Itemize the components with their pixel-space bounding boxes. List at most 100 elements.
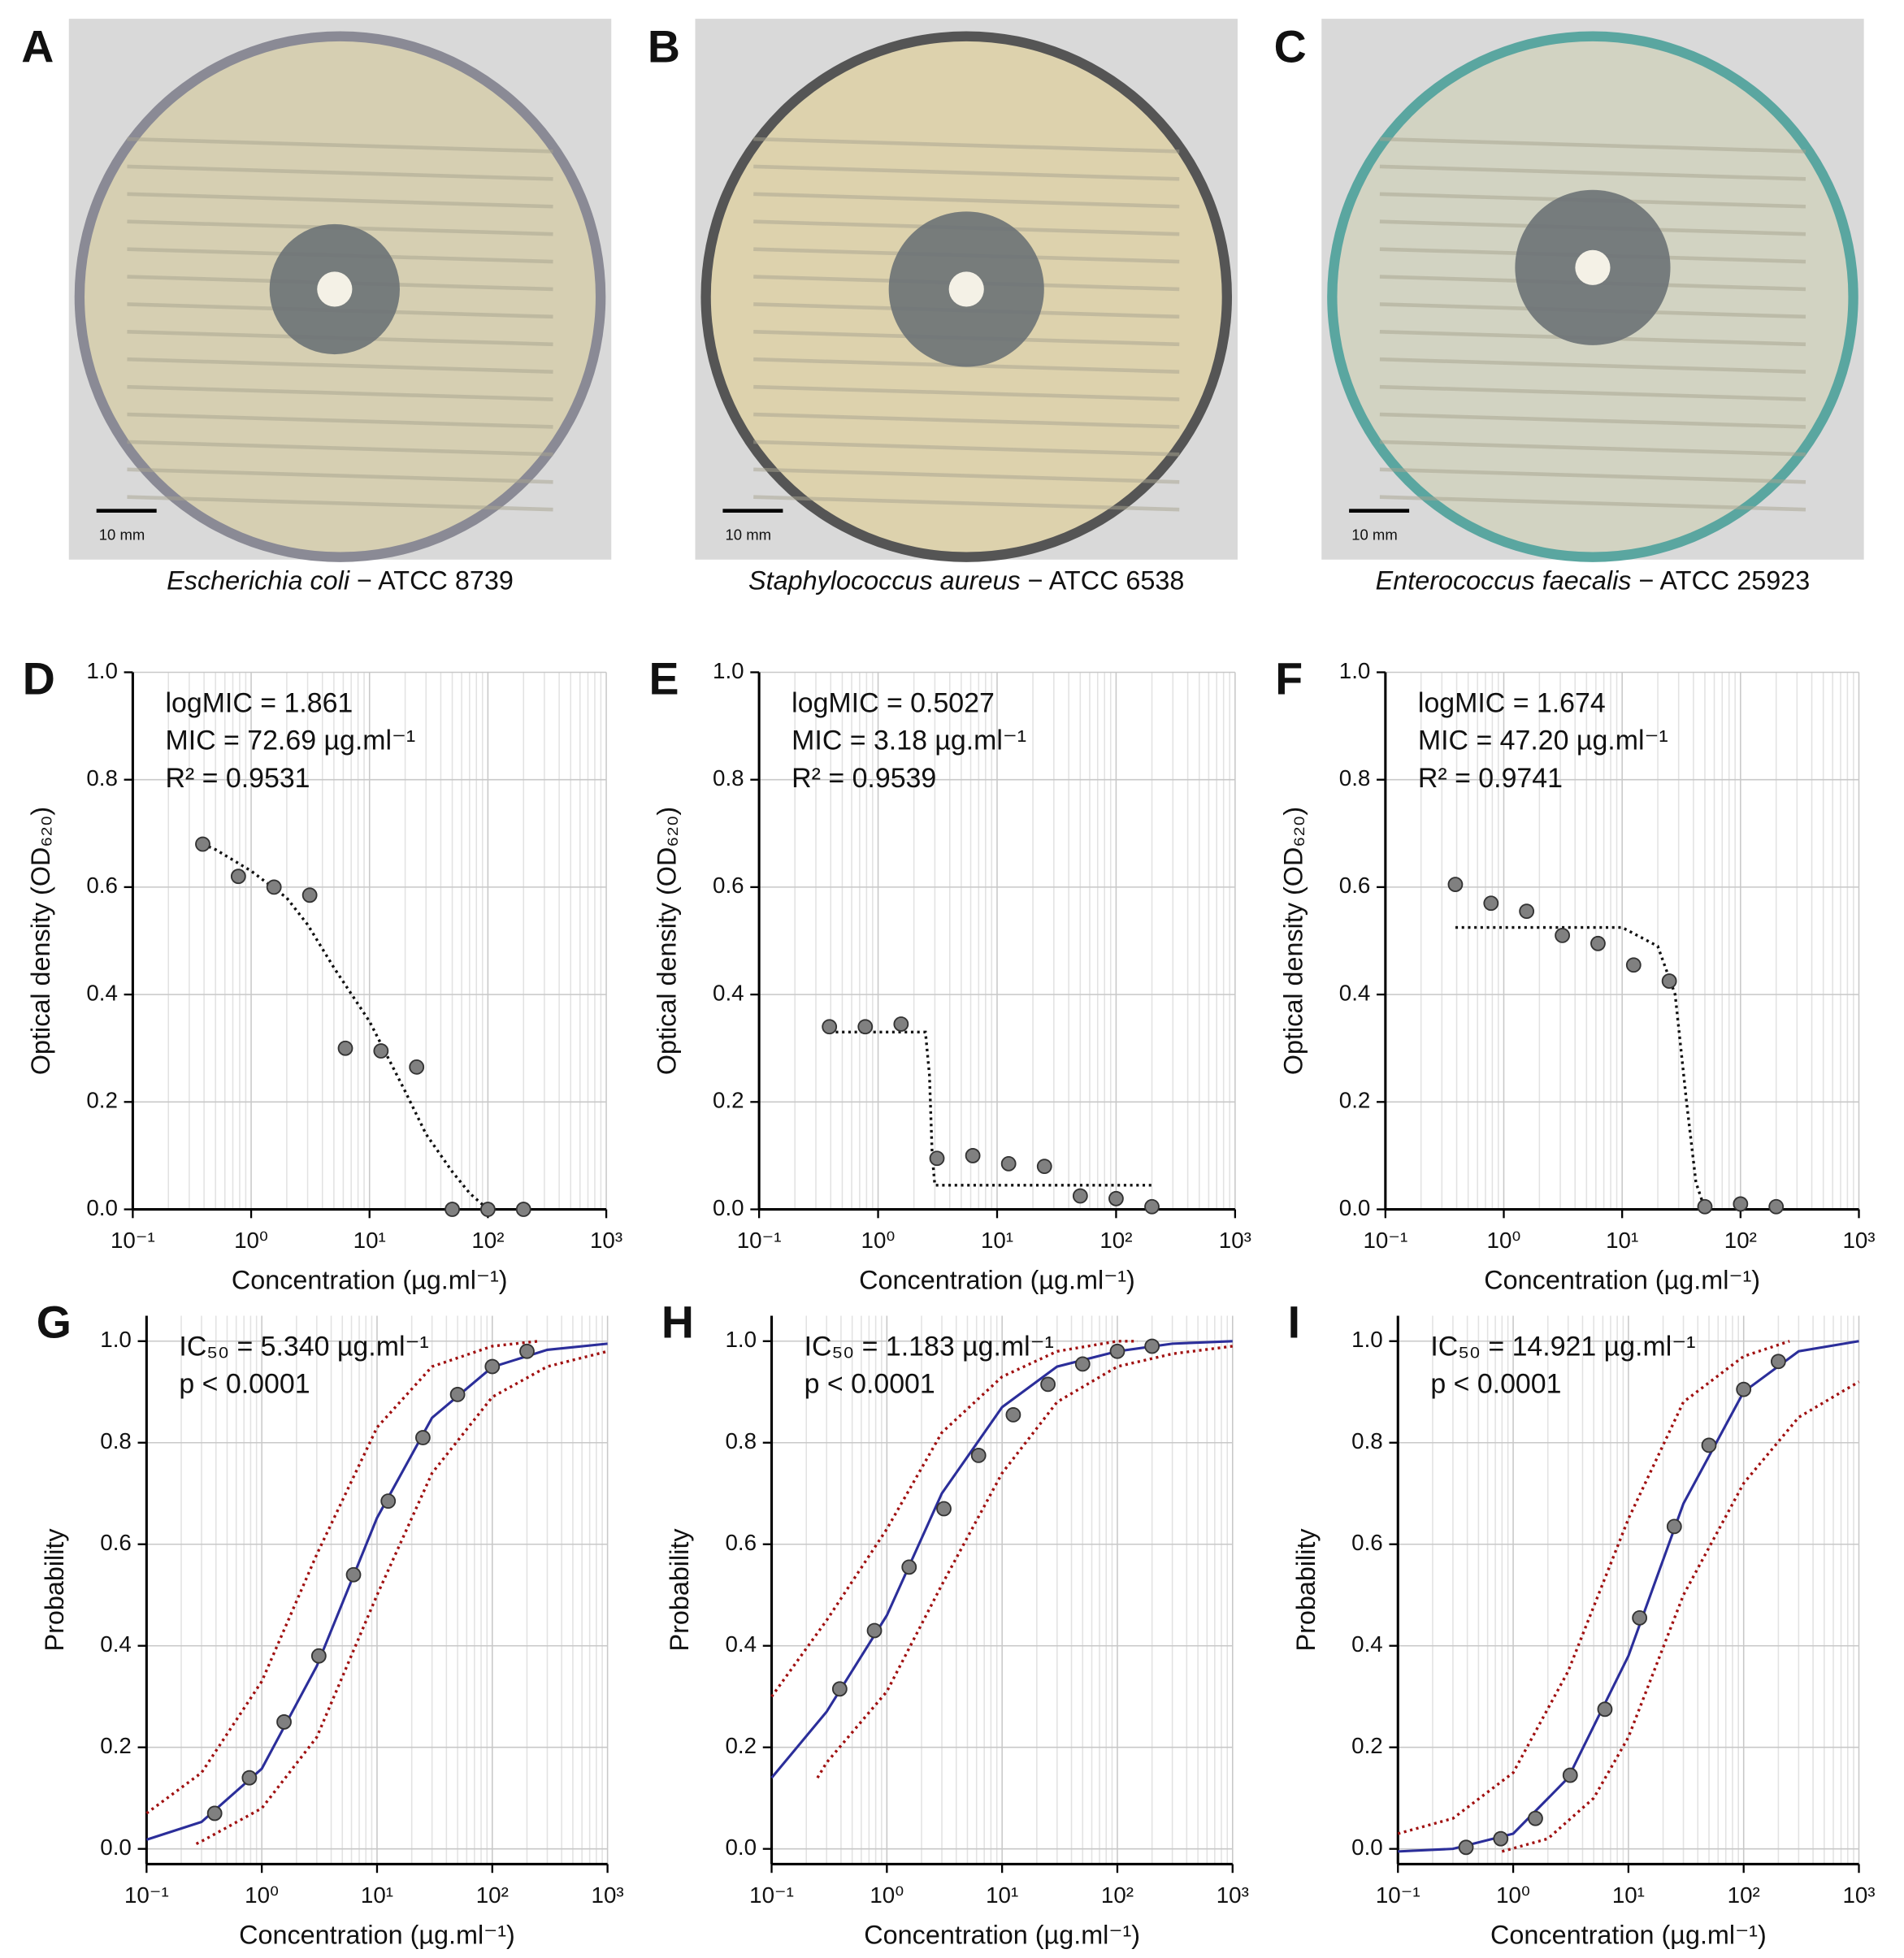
x-tick-label: 10⁻¹ bbox=[1363, 1228, 1407, 1253]
x-axis-label: Concentration (µg.ml⁻¹) bbox=[232, 1265, 508, 1294]
x-tick-label: 10² bbox=[1101, 1882, 1134, 1908]
data-point bbox=[409, 1059, 425, 1075]
caption-strain: − ATCC 8739 bbox=[349, 565, 514, 595]
streak bbox=[127, 384, 553, 401]
scale-label: 10 mm bbox=[1351, 526, 1398, 543]
y-tick-label: 0.4 bbox=[1339, 980, 1371, 1005]
caption-strain: − ATCC 6538 bbox=[1021, 565, 1185, 595]
fit-line bbox=[816, 1345, 1233, 1779]
data-point bbox=[1074, 1356, 1091, 1372]
data-point bbox=[1697, 1198, 1713, 1215]
panel-label: D bbox=[23, 653, 55, 704]
y-tick-label: 0.8 bbox=[713, 765, 744, 791]
data-point bbox=[1108, 1190, 1124, 1206]
x-tick-label: 10³ bbox=[1219, 1228, 1251, 1253]
y-tick-label: 0.4 bbox=[713, 980, 744, 1005]
streak bbox=[753, 412, 1180, 429]
data-point bbox=[415, 1430, 431, 1445]
x-tick-label: 10⁰ bbox=[870, 1882, 904, 1908]
data-point bbox=[310, 1648, 327, 1664]
x-tick-label: 10⁻¹ bbox=[737, 1228, 782, 1253]
panel-label: A bbox=[21, 21, 54, 71]
data-point bbox=[230, 869, 246, 885]
x-tick-label: 10⁰ bbox=[245, 1882, 279, 1908]
data-point bbox=[970, 1447, 987, 1463]
annotation: R² = 0.9531 bbox=[165, 763, 310, 794]
y-tick-label: 0.2 bbox=[86, 1088, 118, 1113]
data-point bbox=[373, 1043, 389, 1059]
y-tick-label: 0.6 bbox=[86, 873, 118, 898]
x-tick-label: 10³ bbox=[1842, 1882, 1875, 1908]
streak bbox=[1379, 467, 1806, 484]
caption: Escherichia coli − ATCC 8739 bbox=[167, 565, 514, 595]
data-point bbox=[1519, 903, 1535, 920]
annotation: MIC = 3.18 µg.ml⁻¹ bbox=[792, 726, 1026, 756]
data-point bbox=[276, 1714, 292, 1730]
y-tick-label: 1.0 bbox=[713, 658, 744, 683]
streak bbox=[753, 440, 1180, 457]
panel-label: G bbox=[37, 1297, 72, 1347]
annotation: IC₅₀ = 5.340 µg.ml⁻¹ bbox=[179, 1332, 428, 1362]
y-axis-label: Optical density (OD₆₂₀) bbox=[26, 807, 55, 1075]
x-tick-label: 10⁻¹ bbox=[1376, 1882, 1420, 1908]
caption-species: Enterococcus faecalis bbox=[1376, 565, 1632, 595]
data-point bbox=[519, 1343, 535, 1359]
y-tick-label: 0.6 bbox=[1351, 1530, 1383, 1555]
x-tick-label: 10⁻¹ bbox=[111, 1228, 155, 1253]
y-tick-label: 0.2 bbox=[713, 1088, 744, 1113]
y-axis-label: Probability bbox=[665, 1528, 694, 1652]
data-point bbox=[1483, 895, 1499, 912]
streak bbox=[753, 164, 1180, 181]
annotation: IC₅₀ = 14.921 µg.ml⁻¹ bbox=[1430, 1332, 1695, 1362]
streak bbox=[127, 357, 553, 374]
streak bbox=[127, 467, 553, 484]
y-tick-label: 0.0 bbox=[1339, 1195, 1371, 1220]
annotation: R² = 0.9539 bbox=[792, 763, 936, 794]
data-point bbox=[1661, 973, 1677, 989]
x-axis-label: Concentration (µg.ml⁻¹) bbox=[1490, 1920, 1767, 1949]
data-point bbox=[866, 1622, 883, 1639]
data-point bbox=[1701, 1437, 1717, 1453]
data-point bbox=[1597, 1701, 1613, 1718]
x-tick-label: 10¹ bbox=[1606, 1228, 1638, 1253]
streak bbox=[753, 467, 1180, 484]
x-axis-label: Concentration (µg.ml⁻¹) bbox=[859, 1265, 1135, 1294]
panel-label: B bbox=[648, 21, 680, 71]
x-tick-label: 10⁰ bbox=[1487, 1228, 1521, 1253]
x-tick-label: 10² bbox=[1728, 1882, 1760, 1908]
x-axis-label: Concentration (µg.ml⁻¹) bbox=[864, 1920, 1140, 1949]
x-tick-label: 10² bbox=[1099, 1228, 1132, 1253]
y-tick-label: 0.4 bbox=[1351, 1631, 1383, 1657]
data-point bbox=[1625, 957, 1642, 973]
streak bbox=[127, 412, 553, 429]
streak bbox=[1379, 164, 1806, 181]
data-point bbox=[1458, 1839, 1474, 1856]
data-point bbox=[1733, 1196, 1749, 1212]
data-point bbox=[901, 1559, 917, 1575]
y-tick-label: 0.4 bbox=[725, 1631, 757, 1657]
x-tick-label: 10⁰ bbox=[861, 1228, 896, 1253]
y-tick-label: 0.6 bbox=[725, 1530, 757, 1555]
annotation: p < 0.0001 bbox=[1430, 1369, 1561, 1400]
annotation: MIC = 47.20 µg.ml⁻¹ bbox=[1418, 726, 1668, 756]
data-point bbox=[1590, 935, 1606, 951]
fit-line bbox=[1397, 1340, 1790, 1835]
data-point bbox=[1770, 1354, 1786, 1370]
data-point bbox=[1005, 1406, 1021, 1423]
data-point bbox=[893, 1016, 909, 1032]
caption-species: Escherichia coli bbox=[167, 565, 350, 595]
data-point bbox=[449, 1386, 466, 1402]
streak bbox=[753, 192, 1180, 209]
y-axis-label: Probability bbox=[1291, 1528, 1321, 1652]
streak bbox=[753, 495, 1180, 512]
streak bbox=[127, 136, 553, 154]
y-tick-label: 1.0 bbox=[1351, 1327, 1383, 1352]
y-tick-label: 0.8 bbox=[86, 765, 118, 791]
annotation: IC₅₀ = 1.183 µg.ml⁻¹ bbox=[805, 1332, 1054, 1362]
data-point bbox=[965, 1148, 981, 1163]
streak bbox=[1379, 495, 1806, 512]
data-point bbox=[1632, 1609, 1648, 1626]
data-point bbox=[1000, 1155, 1017, 1172]
streak bbox=[753, 384, 1180, 401]
